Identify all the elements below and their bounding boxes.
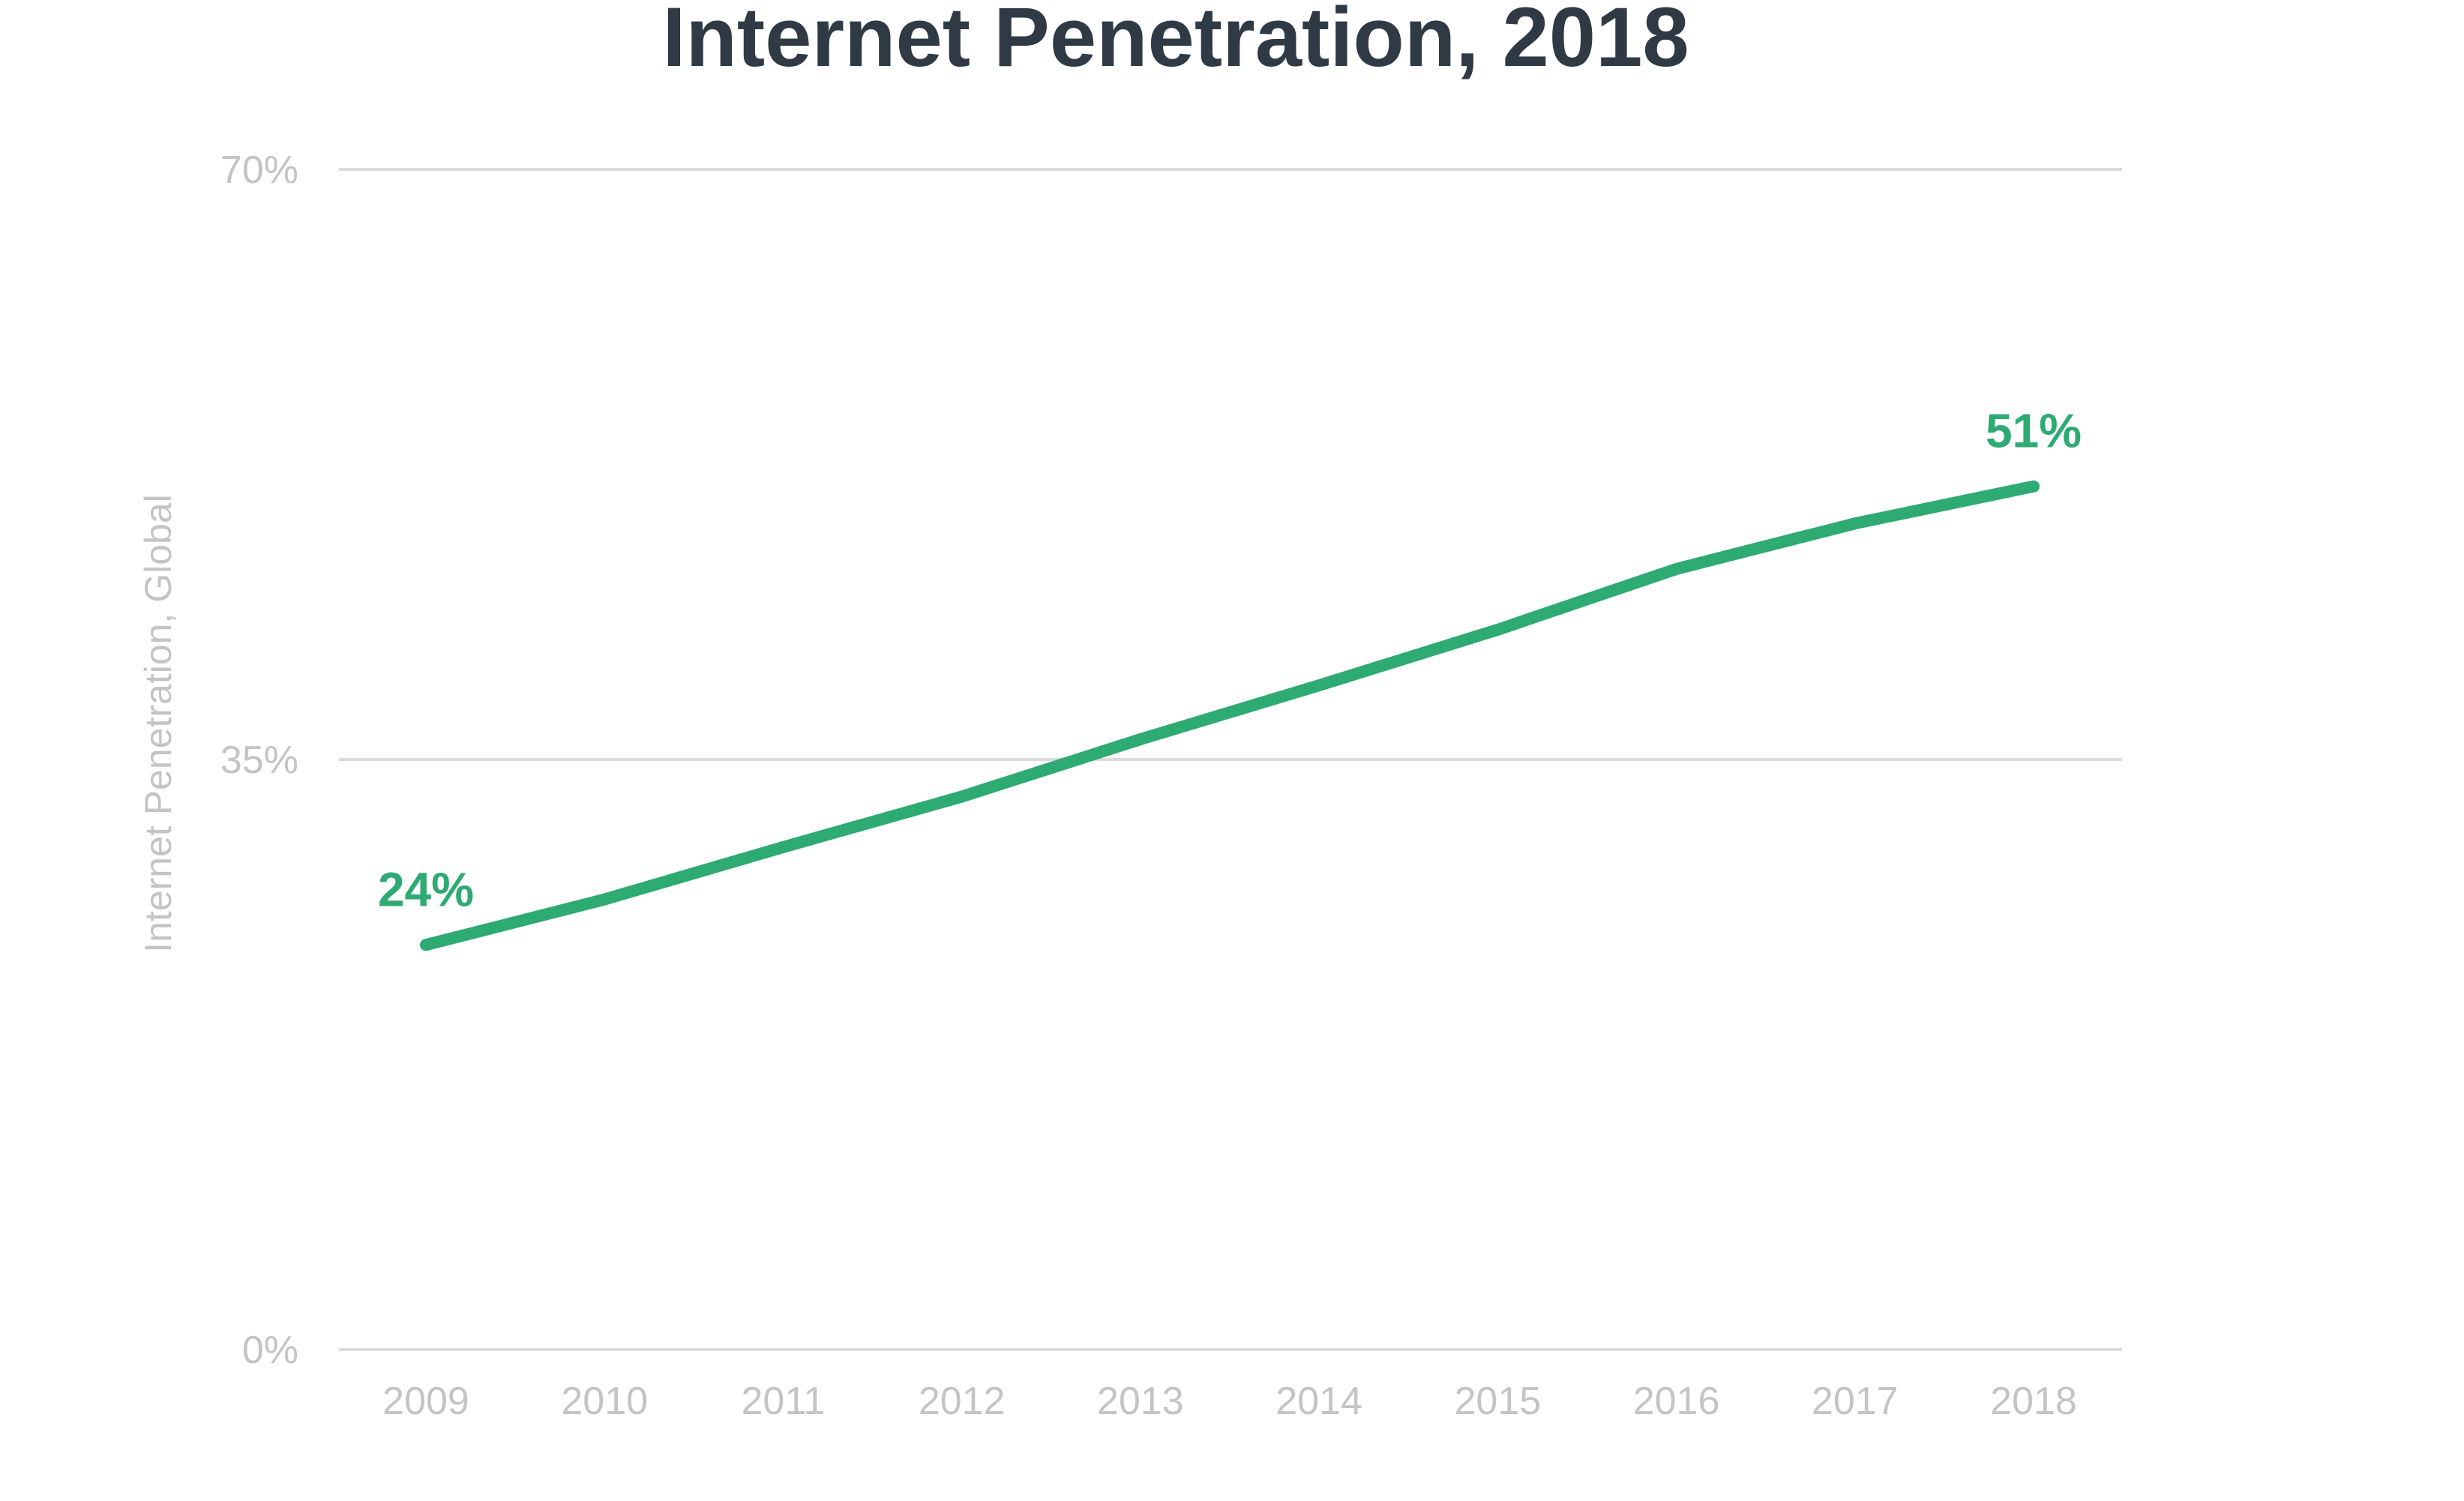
y-axis-label: Internet Penetration, Global	[137, 494, 179, 953]
x-tick-label: 2017	[1812, 1380, 1899, 1423]
x-tick-label: 2009	[382, 1380, 469, 1423]
x-tick-label: 2012	[919, 1380, 1006, 1423]
y-axis-ticks: 0% 35% 70%	[220, 148, 298, 1372]
grid-lines	[339, 168, 2122, 1351]
x-tick-label: 2014	[1275, 1380, 1362, 1423]
x-axis-ticks: 2009 2010 2011 2012 2013 2014 2015 2016 2017 2018	[382, 1380, 2077, 1423]
y-tick-label: 35%	[220, 739, 298, 782]
x-tick-label: 2010	[561, 1380, 648, 1423]
x-tick-label: 2018	[1990, 1380, 2077, 1423]
y-tick-label: 70%	[220, 148, 298, 192]
data-label: 24%	[378, 862, 474, 916]
chart-title: Internet Penetration, 2018	[662, 0, 1689, 84]
x-tick-label: 2015	[1454, 1380, 1541, 1423]
series-line	[420, 480, 2040, 951]
data-labels: 24% 51%	[378, 404, 2082, 917]
data-label: 51%	[1986, 404, 2082, 458]
series-lines	[420, 480, 2040, 951]
x-tick-label: 2016	[1633, 1380, 1720, 1423]
x-tick-label: 2013	[1097, 1380, 1184, 1423]
x-tick-label: 2011	[742, 1380, 826, 1423]
y-tick-label: 0%	[242, 1329, 298, 1372]
